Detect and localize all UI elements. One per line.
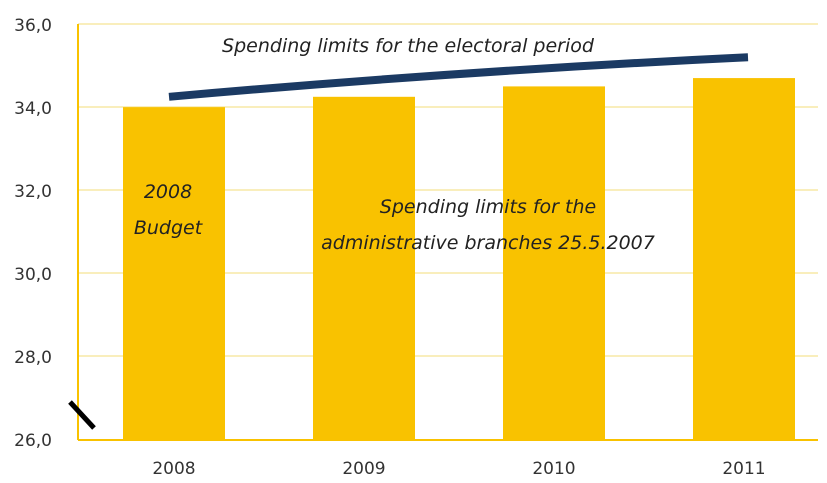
bar-2010 xyxy=(503,86,605,441)
y-tick-label: 32,0 xyxy=(14,182,52,202)
y-tick-labels: 26,0 28,0 30,0 32,0 34,0 36,0 xyxy=(14,16,52,451)
admin-annotation-line1: Spending limits for the xyxy=(380,196,596,218)
budget-annotation-line1: 2008 xyxy=(144,181,192,203)
spending-limit-line xyxy=(168,53,749,101)
axis-break-mark xyxy=(68,400,96,430)
y-tick-label: 30,0 xyxy=(14,265,52,285)
bar-2009 xyxy=(313,96,415,441)
bars xyxy=(123,78,795,441)
spending-limit-label: Spending limits for the electoral period xyxy=(222,35,595,57)
admin-annotation-line2: administrative branches 25.5.2007 xyxy=(321,232,655,254)
bar-2011 xyxy=(693,78,795,440)
y-tick-label: 34,0 xyxy=(14,99,52,119)
y-tick-label: 28,0 xyxy=(14,348,52,368)
x-tick-label-2008: 2008 xyxy=(152,459,195,479)
x-tick-labels: 2008 2009 2010 2011 xyxy=(152,459,765,479)
x-tick-label-2010: 2010 xyxy=(532,459,575,479)
bar-2008 xyxy=(123,107,225,440)
y-tick-label: 26,0 xyxy=(14,431,52,451)
x-tick-label-2009: 2009 xyxy=(342,459,385,479)
x-tick-label-2011: 2011 xyxy=(722,459,765,479)
budget-annotation-line2: Budget xyxy=(134,217,204,239)
y-tick-label: 36,0 xyxy=(14,16,52,36)
